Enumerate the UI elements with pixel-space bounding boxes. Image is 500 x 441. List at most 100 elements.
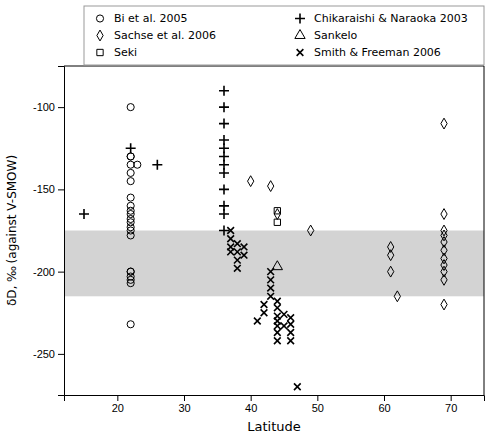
tick-mark bbox=[451, 395, 452, 401]
point bbox=[274, 219, 280, 225]
axis-line bbox=[65, 396, 485, 402]
tick: -150 bbox=[33, 183, 64, 195]
tick: 40 bbox=[245, 395, 257, 414]
tick-mark bbox=[58, 272, 64, 273]
point bbox=[241, 252, 248, 259]
point bbox=[79, 209, 89, 219]
point bbox=[227, 249, 234, 256]
legend: Bi et al. 2005 Chikaraishi & Naraoka 2003… bbox=[84, 6, 484, 65]
point bbox=[127, 280, 134, 287]
point bbox=[267, 293, 274, 300]
shaded-band bbox=[64, 231, 484, 297]
tick-mark bbox=[117, 395, 118, 401]
legend-entry: Chikaraishi & Naraoka 2003 bbox=[295, 12, 468, 25]
legend-marker bbox=[297, 49, 304, 56]
y-axis-title: δD, ‰ (against V-SMOW) bbox=[5, 155, 19, 306]
point bbox=[274, 298, 281, 305]
legend-entry: Sankelo bbox=[295, 29, 358, 42]
point bbox=[274, 208, 280, 214]
point bbox=[441, 230, 447, 241]
tick-label: 40 bbox=[245, 402, 257, 414]
axis-line bbox=[58, 67, 65, 396]
point bbox=[219, 102, 229, 112]
series bbox=[248, 118, 448, 310]
tick-mark bbox=[251, 395, 252, 401]
tick: -100 bbox=[33, 101, 64, 113]
tick-label: 30 bbox=[178, 402, 190, 414]
point bbox=[441, 253, 447, 264]
point bbox=[152, 160, 162, 170]
point bbox=[274, 329, 281, 336]
legend-entry: Sachse et al. 2006 bbox=[97, 29, 216, 42]
legend-entry: Seki bbox=[97, 46, 137, 59]
legend-label: Sankelo bbox=[314, 29, 357, 42]
tick-label: 60 bbox=[378, 402, 390, 414]
point bbox=[267, 277, 274, 284]
point bbox=[441, 274, 447, 285]
x-axis-title: Latitude bbox=[247, 419, 301, 434]
tick: 30 bbox=[178, 395, 190, 414]
tick-label: 70 bbox=[445, 402, 457, 414]
point bbox=[127, 178, 134, 185]
point bbox=[126, 143, 136, 153]
tick-label: 50 bbox=[312, 402, 324, 414]
tick-mark bbox=[317, 395, 318, 401]
series bbox=[227, 227, 300, 390]
legend-label: Sachse et al. 2006 bbox=[114, 29, 216, 42]
legend-marker bbox=[96, 15, 103, 22]
x-axis: 203040506070 bbox=[65, 395, 485, 414]
point bbox=[308, 225, 314, 236]
point bbox=[219, 209, 229, 219]
point bbox=[388, 242, 394, 253]
point bbox=[281, 323, 288, 330]
legend-frame bbox=[84, 6, 484, 65]
point bbox=[274, 323, 281, 330]
point bbox=[394, 291, 400, 302]
point bbox=[127, 321, 134, 328]
point bbox=[127, 104, 134, 111]
point bbox=[287, 314, 294, 321]
point bbox=[274, 304, 281, 311]
legend-entry: Bi et al. 2005 bbox=[96, 12, 187, 25]
point bbox=[281, 311, 288, 318]
y-axis: -100 -150 -200 -250 bbox=[33, 67, 65, 396]
tick-mark bbox=[384, 395, 385, 401]
point bbox=[127, 161, 134, 168]
point bbox=[219, 184, 229, 194]
legend-marker bbox=[97, 49, 103, 55]
point bbox=[219, 86, 229, 96]
series bbox=[127, 104, 141, 328]
legend-label: Bi et al. 2005 bbox=[114, 12, 187, 25]
legend-marker bbox=[97, 30, 103, 41]
tick: -250 bbox=[33, 348, 64, 360]
legend-label: Seki bbox=[114, 46, 137, 59]
tick: 70 bbox=[445, 395, 457, 414]
point bbox=[267, 285, 274, 292]
legend-marker bbox=[295, 30, 305, 39]
point bbox=[441, 260, 447, 271]
tick-label: -250 bbox=[33, 348, 55, 360]
point bbox=[274, 337, 281, 344]
point bbox=[234, 240, 241, 247]
tick-mark bbox=[58, 354, 64, 355]
marks bbox=[64, 86, 484, 390]
point bbox=[234, 257, 241, 264]
point bbox=[267, 268, 274, 275]
plot: 203040506070-100-150-200-250 bbox=[33, 66, 485, 414]
point bbox=[261, 301, 268, 308]
point bbox=[219, 168, 229, 178]
legend-label: Chikaraishi & Naraoka 2003 bbox=[314, 12, 468, 25]
point bbox=[127, 169, 134, 176]
series bbox=[274, 208, 280, 226]
tick: -200 bbox=[33, 266, 64, 278]
frame bbox=[484, 66, 485, 395]
tick-mark bbox=[58, 107, 64, 108]
point bbox=[248, 176, 254, 187]
point bbox=[127, 268, 134, 275]
point bbox=[441, 299, 447, 310]
series bbox=[79, 86, 229, 236]
point bbox=[287, 321, 294, 328]
point bbox=[388, 266, 394, 277]
point bbox=[294, 383, 301, 390]
tick-label: -100 bbox=[33, 101, 55, 113]
